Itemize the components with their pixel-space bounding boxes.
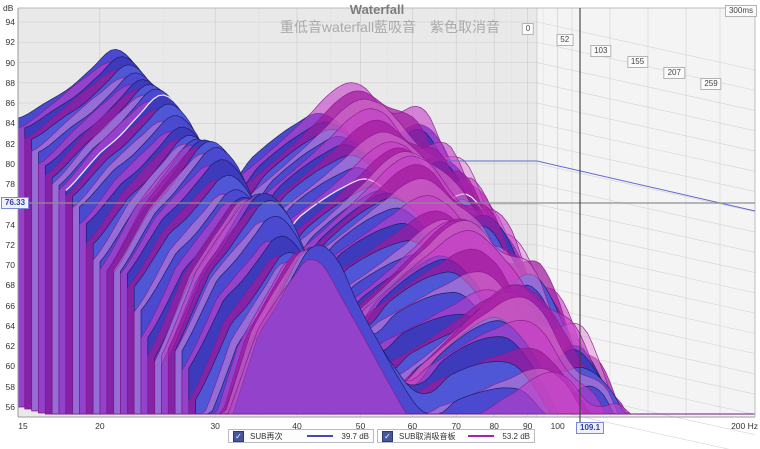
x-tick-label: 100 bbox=[550, 421, 565, 431]
db-gridline-skewed bbox=[536, 406, 730, 449]
y-tick-label: 64 bbox=[5, 320, 15, 331]
waterfall-slices bbox=[18, 48, 755, 415]
y-axis-unit: dB bbox=[3, 3, 14, 13]
y-tick-label: 70 bbox=[5, 260, 15, 271]
y-tick-label: 66 bbox=[5, 300, 15, 311]
time-tick-label: 207 bbox=[663, 67, 685, 80]
y-tick-label: 92 bbox=[5, 37, 15, 48]
chart-subtitle: 重低音waterfall藍吸音 紫色取消音 bbox=[279, 19, 501, 35]
cursor-freq-readout: 109.1 bbox=[576, 422, 605, 434]
legend-item-0: ✓ SUB再次 39.7 dB bbox=[228, 429, 374, 443]
time-tick-label: 52 bbox=[556, 34, 574, 47]
legend-checkbox-0[interactable]: ✓ bbox=[233, 430, 244, 442]
x-tick-label: 50 bbox=[355, 421, 366, 431]
x-axis-end-label: 200 Hz bbox=[731, 421, 758, 431]
y-tick-label: 72 bbox=[5, 239, 15, 250]
y-tick-label: 68 bbox=[5, 280, 15, 291]
time-tick-label: 259 bbox=[700, 78, 722, 91]
marker-line bbox=[448, 160, 756, 212]
x-tick-label: 90 bbox=[522, 421, 533, 431]
db-gridline-skewed bbox=[536, 204, 756, 253]
db-gridline-skewed bbox=[536, 102, 756, 152]
time-tick-label: 103 bbox=[590, 44, 612, 57]
db-gridline-skewed bbox=[536, 82, 756, 132]
db-gridline-skewed bbox=[536, 123, 756, 172]
y-tick-label: 60 bbox=[5, 361, 15, 372]
y-tick-label: 58 bbox=[5, 381, 15, 392]
y-tick-label: 78 bbox=[5, 179, 15, 190]
y-tick-label: 90 bbox=[5, 57, 15, 68]
db-gridline-skewed bbox=[536, 305, 756, 354]
x-tick-label: 20 bbox=[95, 421, 105, 431]
db-gridline-skewed bbox=[536, 244, 756, 294]
x-tick-label: 60 bbox=[407, 421, 418, 431]
db-gridline-skewed bbox=[536, 21, 756, 71]
legend-line-sample-1 bbox=[468, 435, 495, 437]
db-gridline-skewed bbox=[536, 143, 756, 192]
legend-line-sample-0 bbox=[307, 435, 334, 437]
x-tick-label: 80 bbox=[489, 421, 499, 431]
waterfall-slice-magenta bbox=[222, 259, 755, 415]
y-tick-label: 84 bbox=[5, 118, 15, 129]
plot-border bbox=[17, 7, 756, 418]
db-gridline-skewed bbox=[536, 224, 756, 273]
legend-checkbox-1[interactable]: ✓ bbox=[382, 430, 393, 442]
db-gridline-skewed bbox=[536, 183, 756, 233]
x-tick-label: 40 bbox=[292, 421, 302, 431]
legend-value-1: 53.2 dB bbox=[502, 431, 530, 441]
y-tick-label: 62 bbox=[5, 341, 15, 352]
legend-label-0: SUB再次 bbox=[250, 431, 283, 441]
x-tick-label: 30 bbox=[210, 421, 220, 431]
time-axis-max-label: 300ms bbox=[724, 5, 757, 17]
chart-title: Waterfall bbox=[349, 2, 405, 17]
y-tick-label: 86 bbox=[5, 98, 15, 109]
y-tick-label: 74 bbox=[5, 219, 15, 230]
legend-item-1: ✓ SUB取消吸音板 53.2 dB bbox=[377, 429, 535, 443]
legend-value-0: 39.7 dB bbox=[341, 431, 369, 441]
y-tick-label: 94 bbox=[5, 17, 15, 27]
y-tick-label: 82 bbox=[5, 138, 15, 149]
db-gridline-skewed bbox=[536, 163, 756, 213]
cursor-db-readout: 76.33 bbox=[1, 197, 30, 209]
legend-label-1: SUB取消吸音板 bbox=[399, 431, 456, 441]
time-tick-label: 155 bbox=[626, 56, 649, 69]
time-tick-label: 0 bbox=[521, 23, 535, 35]
y-tick-label: 80 bbox=[5, 158, 15, 169]
y-tick-label: 56 bbox=[5, 401, 15, 412]
x-tick-label: 15 bbox=[18, 421, 28, 431]
db-gridline-skewed bbox=[536, 62, 756, 111]
x-tick-label: 70 bbox=[451, 421, 461, 431]
db-gridline-skewed bbox=[536, 285, 756, 334]
db-gridline-skewed bbox=[536, 264, 756, 314]
y-tick-label: 88 bbox=[5, 77, 15, 88]
